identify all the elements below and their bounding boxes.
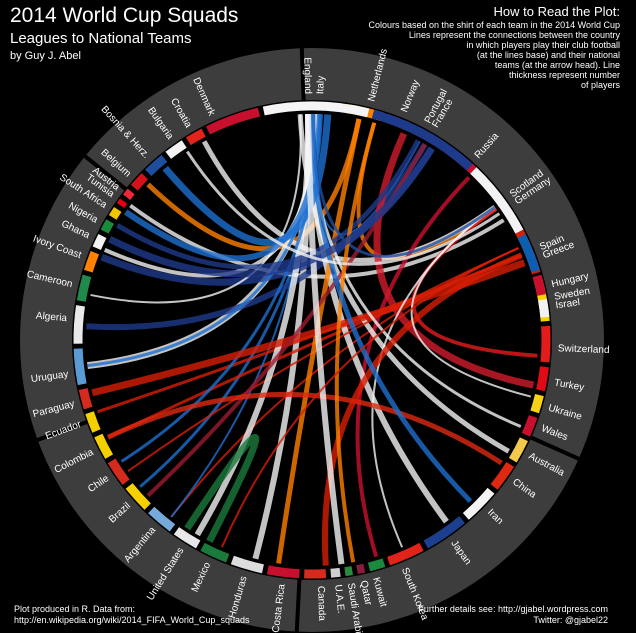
region-divider — [80, 152, 130, 194]
country-segment — [470, 167, 524, 234]
flow-line — [86, 142, 428, 331]
footer-source-line: Plot produced in R. Data from: — [14, 604, 136, 614]
country-segment — [367, 558, 386, 572]
country-segment — [423, 516, 465, 549]
country-segment — [517, 233, 540, 273]
chart-subtitle: Leagues to National Teams — [10, 30, 192, 47]
country-label: Uruguay — [30, 369, 69, 385]
country-segment — [185, 128, 206, 146]
author-credit: by Guy J. Abel — [10, 50, 81, 62]
flow-line — [162, 114, 332, 246]
country-segment — [462, 487, 495, 520]
region-divider — [33, 418, 91, 444]
country-segment — [78, 388, 93, 410]
country-label: U.A.E. — [332, 584, 346, 614]
country-segment — [344, 566, 354, 577]
footer-source-url[interactable]: http://en.wikipedia.org/wiki/2014_FIFA_W… — [14, 615, 250, 625]
flow-line — [170, 113, 313, 518]
country-label: Switzerland — [558, 343, 610, 356]
country-segment — [73, 348, 87, 386]
region-divider — [294, 575, 302, 633]
country-segment — [205, 107, 261, 135]
country-segment — [76, 274, 92, 302]
region-divider — [299, 44, 306, 105]
country-segment — [100, 219, 115, 234]
flow-line — [276, 118, 362, 564]
country-segment — [356, 563, 366, 575]
country-segment — [116, 198, 128, 209]
country-segment — [536, 366, 549, 392]
country-label: Turkey — [553, 377, 585, 393]
country-label: Israel — [555, 297, 581, 311]
how-to-read-text: Colours based on the shirt of each team … — [360, 20, 620, 90]
flow-line — [334, 122, 377, 563]
flow-line — [106, 391, 503, 466]
how-to-read-line: teams (at the arrow head). Line — [494, 60, 620, 70]
country-label: Canada — [315, 586, 327, 622]
country-segment — [371, 109, 473, 171]
footer-source: Plot produced in R. Data from: http://en… — [14, 604, 249, 626]
footer-twitter[interactable]: Twitter: @gjabel22 — [533, 615, 608, 625]
country-label: England — [301, 57, 313, 94]
country-label: Algeria — [35, 311, 67, 325]
country-label: Italy — [315, 76, 327, 95]
country-segment — [173, 527, 201, 549]
how-to-read-heading: How to Read the Plot: — [493, 4, 620, 19]
country-segment — [73, 305, 85, 344]
country-segment — [538, 298, 550, 318]
country-segment — [387, 542, 424, 566]
how-to-read-line: thickness represent number — [508, 70, 620, 80]
flow-line — [373, 132, 535, 389]
flow-line — [312, 113, 496, 258]
country-segment — [165, 140, 187, 159]
how-to-read-line: Lines represent the connections between … — [408, 30, 620, 40]
flow-lines — [86, 113, 538, 566]
country-segment — [145, 154, 168, 177]
country-segment — [490, 461, 515, 490]
flow-line — [309, 113, 473, 503]
country-segment — [330, 567, 341, 578]
country-segment — [123, 188, 135, 200]
country-segment — [521, 415, 538, 437]
outer-ring — [20, 44, 604, 633]
country-segment — [107, 458, 130, 485]
how-to-read-line: Colours based on the shirt of each team … — [368, 20, 620, 30]
flow-line — [220, 247, 519, 548]
country-segment — [108, 206, 122, 220]
country-segment — [92, 233, 107, 250]
how-to-read-line: of players — [580, 80, 620, 90]
region-divider — [526, 434, 584, 463]
flow-line — [321, 252, 523, 566]
country-segment — [84, 251, 100, 273]
flow-line — [108, 146, 435, 278]
country-segment — [540, 325, 551, 363]
country-segment — [148, 506, 176, 532]
flow-line — [184, 433, 260, 543]
country-segment — [85, 411, 101, 433]
footer-blog-link[interactable]: Further details see: http://gjabel.wordp… — [418, 604, 608, 614]
footer-contact: Further details see: http://gjabel.wordp… — [418, 604, 608, 626]
country-segment — [508, 437, 528, 463]
how-to-read-line: in which players play their club footbal… — [466, 40, 620, 50]
country-segment — [266, 565, 300, 579]
chart-title: 2014 World Cup Squads — [10, 4, 239, 27]
flow-line — [186, 150, 501, 266]
country-segment — [230, 555, 264, 574]
how-to-read-line: (at the lines base) and their national — [476, 50, 620, 60]
country-segment — [532, 274, 547, 296]
country-segment — [262, 101, 370, 118]
country-segment — [94, 433, 114, 459]
flow-line — [116, 139, 421, 270]
country-segment — [130, 173, 149, 191]
flow-line — [305, 113, 345, 565]
country-segment — [125, 483, 151, 510]
country-segment — [200, 542, 230, 563]
country-label: Qatar — [358, 580, 374, 607]
how-to-read-box: How to Read the Plot: Colours based on t… — [360, 4, 620, 90]
country-segment — [530, 393, 544, 414]
